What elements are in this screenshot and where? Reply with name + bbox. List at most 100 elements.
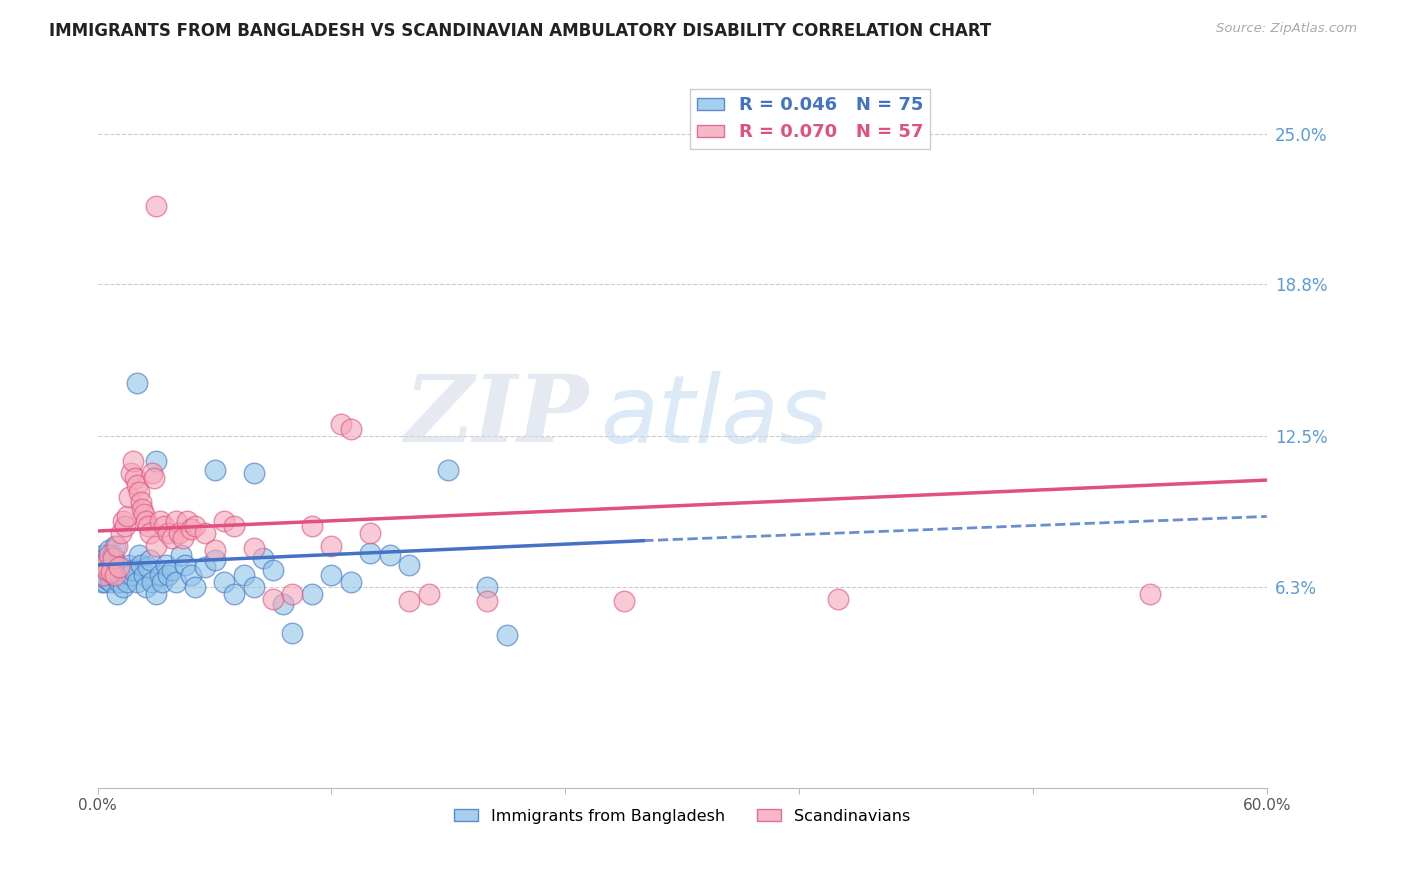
Point (125, 574, 148, 589)
Point (120, 466, 142, 480)
Point (125, 376, 148, 391)
Text: IMMIGRANTS FROM BANGLADESH VS SCANDINAVIAN AMBULATORY DISABILITY CORRELATION CHA: IMMIGRANTS FROM BANGLADESH VS SCANDINAVI… (49, 22, 991, 40)
Point (93, 570, 115, 584)
Point (145, 539, 167, 553)
Point (149, 567, 172, 582)
Point (105, 539, 128, 553)
Point (90, 565, 112, 579)
Point (180, 567, 202, 582)
Point (129, 558, 152, 572)
Point (301, 587, 323, 601)
Point (398, 558, 420, 572)
Point (359, 526, 381, 541)
Point (129, 495, 152, 509)
Point (242, 541, 264, 555)
Point (108, 574, 131, 589)
Point (115, 509, 138, 524)
Point (104, 558, 127, 572)
Point (141, 574, 163, 589)
Point (262, 563, 284, 577)
Legend: Immigrants from Bangladesh, Scandinavians: Immigrants from Bangladesh, Scandinavian… (449, 802, 917, 830)
Point (301, 519, 323, 533)
Point (108, 567, 131, 582)
Point (495, 628, 517, 642)
Point (145, 199, 167, 213)
Point (136, 519, 159, 533)
Point (110, 526, 132, 541)
Point (98, 567, 121, 582)
Point (104, 539, 127, 553)
Point (340, 574, 363, 589)
Point (128, 548, 150, 562)
Point (89, 567, 111, 582)
Point (93, 563, 115, 577)
Point (160, 531, 183, 545)
Point (111, 514, 134, 528)
Point (114, 565, 136, 579)
Point (94, 550, 117, 565)
Point (378, 548, 401, 562)
Point (242, 466, 264, 480)
Point (141, 466, 163, 480)
Point (124, 471, 146, 485)
Point (437, 463, 460, 477)
Point (139, 526, 162, 541)
Point (321, 567, 343, 582)
Point (262, 591, 284, 606)
Point (98, 543, 121, 558)
Point (271, 597, 294, 611)
Point (170, 548, 193, 562)
Point (115, 574, 138, 589)
Point (330, 417, 353, 432)
Point (100, 574, 122, 589)
Point (145, 587, 167, 601)
Point (100, 565, 122, 579)
Point (321, 539, 343, 553)
Point (204, 463, 226, 477)
Point (118, 558, 141, 572)
Point (222, 587, 245, 601)
Point (94, 558, 117, 572)
Point (194, 526, 217, 541)
Point (155, 558, 177, 572)
Point (281, 625, 304, 640)
Point (160, 563, 183, 577)
Point (114, 519, 136, 533)
Point (128, 485, 150, 500)
Point (108, 560, 131, 574)
Point (105, 570, 128, 584)
Point (418, 587, 440, 601)
Point (477, 594, 499, 608)
Point (94, 574, 117, 589)
Point (110, 560, 132, 574)
Point (143, 471, 166, 485)
Point (145, 453, 167, 467)
Text: Source: ZipAtlas.com: Source: ZipAtlas.com (1216, 22, 1357, 36)
Point (103, 548, 125, 562)
Point (134, 507, 156, 521)
Point (96, 563, 118, 577)
Point (135, 580, 157, 594)
Point (135, 514, 157, 528)
Point (613, 594, 636, 608)
Point (90, 574, 112, 589)
Point (121, 563, 143, 577)
Point (100, 563, 122, 577)
Point (477, 580, 499, 594)
Point (111, 580, 134, 594)
Point (93, 567, 115, 582)
Point (204, 543, 226, 558)
Point (98, 548, 121, 562)
Point (1139, 587, 1161, 601)
Point (104, 567, 127, 582)
Point (153, 519, 176, 533)
Point (184, 580, 207, 594)
Point (131, 502, 153, 516)
Point (156, 526, 179, 541)
Point (169, 526, 191, 541)
Point (96, 573, 118, 587)
Point (90, 556, 112, 570)
Point (340, 422, 363, 436)
Point (398, 594, 420, 608)
Point (214, 514, 236, 528)
